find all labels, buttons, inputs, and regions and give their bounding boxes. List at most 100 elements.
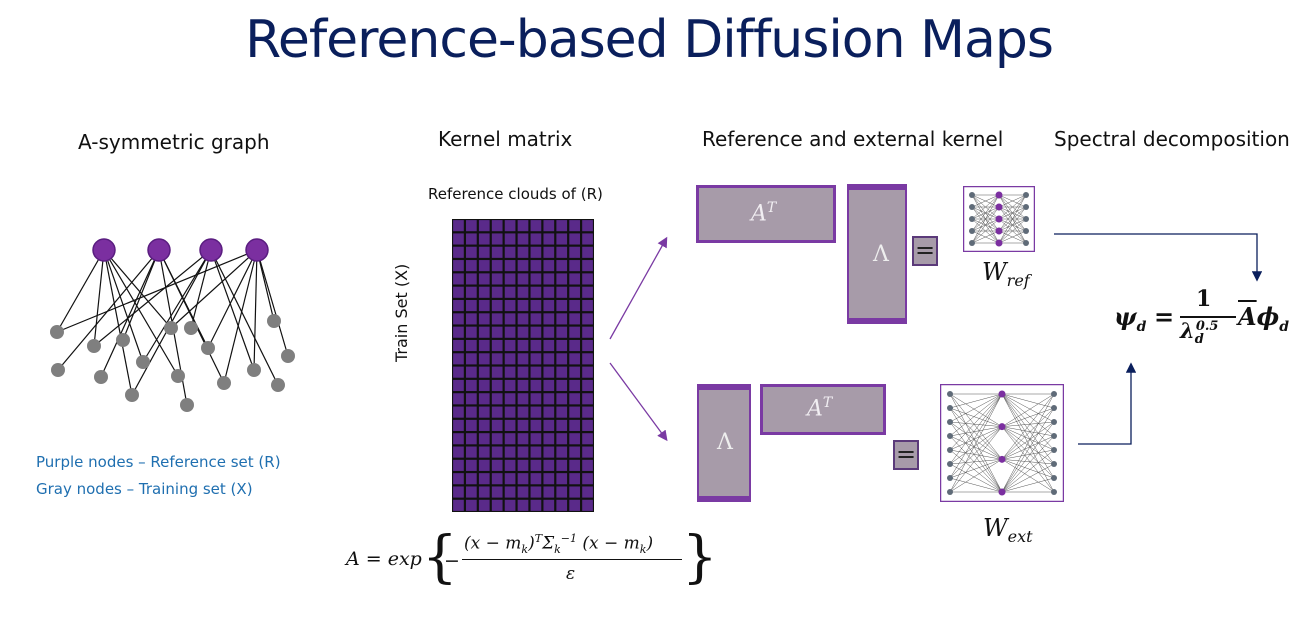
matrix-cell [543, 459, 555, 471]
matrix-cell [582, 339, 593, 352]
matrix-cell [543, 339, 555, 352]
gray-node [969, 240, 975, 246]
matrix-cell [582, 220, 593, 232]
matrix-cell [491, 499, 503, 511]
gray-node [947, 475, 953, 481]
matrix-cell [517, 286, 529, 298]
matrix-cell [491, 339, 503, 352]
matrix-cell [517, 313, 529, 325]
matrix-cell [517, 419, 529, 431]
matrix-cell [504, 499, 516, 511]
gray-node [1051, 461, 1057, 467]
matrix-cell [478, 353, 490, 365]
matrix-cell [453, 286, 464, 298]
gray-node [1051, 405, 1057, 411]
matrix-cell [517, 353, 529, 365]
matrix-cell [453, 300, 464, 312]
matrix-cell [543, 433, 555, 445]
matrix-cell [556, 353, 568, 365]
matrix-cell [517, 379, 529, 392]
matrix-cell [517, 233, 529, 245]
gray-node [1051, 391, 1057, 397]
matrix-cell [478, 499, 490, 511]
matrix-cell [530, 326, 542, 338]
gray-node [1023, 216, 1029, 222]
gray-node [969, 204, 975, 210]
matrix-cell [569, 326, 580, 338]
matrix-cell [453, 419, 464, 431]
matrix-cell [582, 393, 593, 405]
graph-edges [949, 393, 1055, 493]
matrix-cell [582, 499, 593, 511]
matrix-cell [478, 260, 490, 272]
matrix-cell [453, 446, 464, 458]
matrix-cell [478, 220, 490, 232]
matrix-cell [556, 473, 568, 485]
matrix-cell [466, 233, 477, 245]
matrix-cell [517, 486, 529, 498]
matrix-cell [517, 326, 529, 338]
matrix-cell [517, 446, 529, 458]
gray-nodes [50, 314, 295, 412]
matrix-cell [453, 393, 464, 405]
matrix-cell [582, 473, 593, 485]
matrix-cell [517, 246, 529, 258]
matrix-cell [556, 220, 568, 232]
matrix-cell [466, 459, 477, 471]
tall-matrix-bottom: Λ [697, 384, 751, 502]
matrix-cell [556, 486, 568, 498]
matrix-cell [556, 499, 568, 511]
bipartite-graph [50, 238, 295, 412]
matrix-cell [504, 486, 516, 498]
matrix-cell [453, 313, 464, 325]
matrix-cell [530, 499, 542, 511]
matrix-cell [569, 260, 580, 272]
matrix-cell [530, 473, 542, 485]
matrix-cell [517, 273, 529, 285]
gray-node [947, 489, 953, 495]
matrix-cell [491, 313, 503, 325]
matrix-cell [543, 446, 555, 458]
matrix-cell [491, 459, 503, 471]
gray-node [1023, 228, 1029, 234]
matrix-cell [543, 419, 555, 431]
matrix-cell [491, 433, 503, 445]
matrix-cell [504, 459, 516, 471]
matrix-cell [453, 406, 464, 418]
matrix-cell [466, 326, 477, 338]
spectral-formula: ψd = 1 λd0.5 Aϕd [1114, 286, 1290, 348]
matrix-cell [569, 486, 580, 498]
matrix-cell [582, 313, 593, 325]
matrix-cell [569, 286, 580, 298]
matrix-cell [504, 273, 516, 285]
matrix-cell [569, 406, 580, 418]
matrix-cell [582, 286, 593, 298]
matrix-cell [556, 339, 568, 352]
matrix-cell [504, 246, 516, 258]
matrix-cell [491, 486, 503, 498]
matrix-cell [543, 486, 555, 498]
matrix-cell [453, 326, 464, 338]
matrix-cell [466, 353, 477, 365]
matrix-cell [491, 406, 503, 418]
matrix-cell [582, 300, 593, 312]
matrix-cell [556, 273, 568, 285]
matrix-cell [543, 379, 555, 392]
w-ref-graph [963, 186, 1035, 252]
matrix-cell [530, 300, 542, 312]
matrix-cell [530, 353, 542, 365]
gray-node [947, 461, 953, 467]
matrix-cell [582, 433, 593, 445]
matrix-cell [478, 313, 490, 325]
matrix-cell [466, 220, 477, 232]
matrix-cell [530, 233, 542, 245]
matrix-cell [466, 300, 477, 312]
legend-purple: Purple nodes – Reference set (R) [36, 453, 281, 471]
matrix-cell [504, 326, 516, 338]
matrix-cell [569, 419, 580, 431]
gray-node [1051, 433, 1057, 439]
matrix-cell [504, 220, 516, 232]
matrix-cell [504, 260, 516, 272]
matrix-cell [466, 379, 477, 392]
matrix-cell [543, 473, 555, 485]
